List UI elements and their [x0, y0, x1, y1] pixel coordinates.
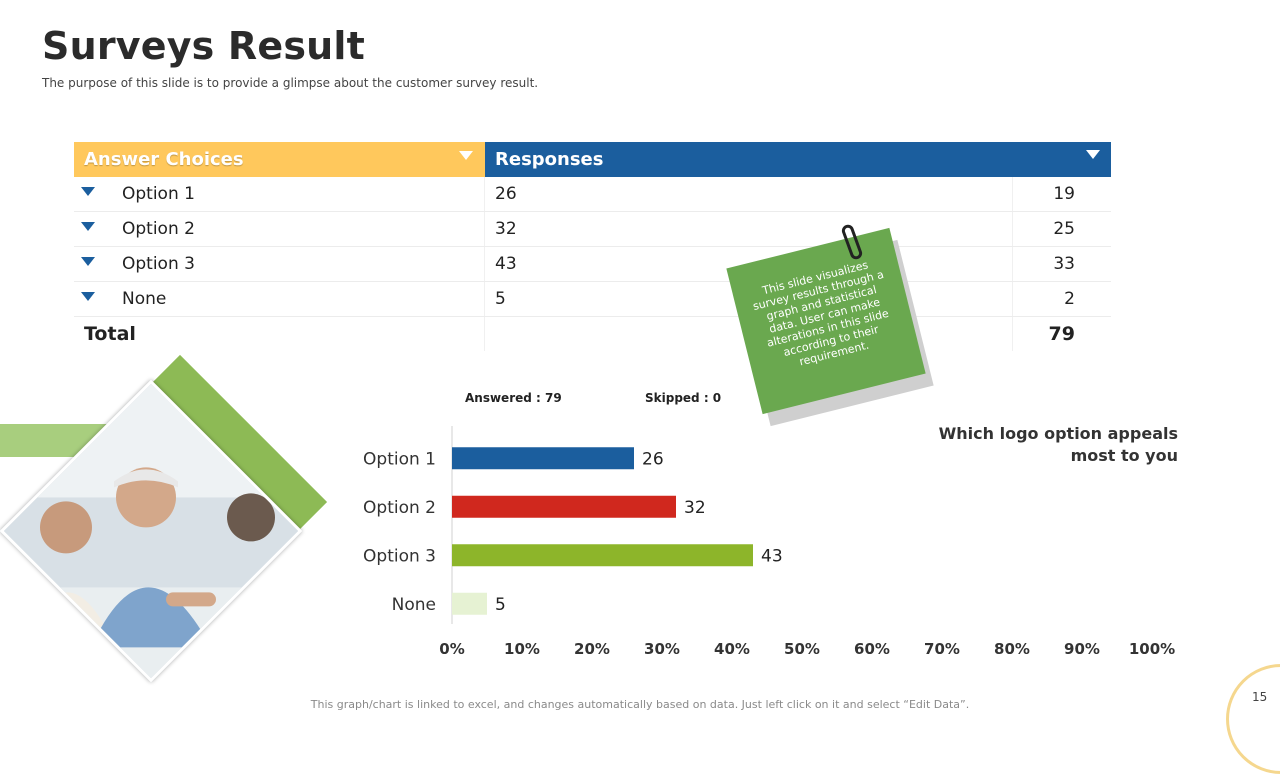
x-tick-label: 90% — [1064, 640, 1100, 658]
triangle-bullet-icon — [81, 257, 95, 266]
data-label: 32 — [684, 498, 706, 518]
decorative-circle — [1226, 664, 1280, 774]
x-tick-label: 10% — [504, 640, 540, 658]
answer-label: Option 1 — [122, 184, 195, 204]
bar — [452, 447, 634, 470]
category-label: Option 2 — [363, 498, 436, 518]
count-cell: 26 — [485, 177, 1013, 211]
answered-count: Answered : 79 — [465, 391, 562, 405]
page-title: Surveys Result — [42, 24, 366, 68]
survey-table: Answer Choices Responses Option 1 26 19 … — [74, 142, 1111, 351]
x-tick-label: 40% — [714, 640, 750, 658]
data-label: 43 — [761, 546, 783, 566]
category-label: Option 1 — [363, 449, 436, 469]
table-row: Option 3 43 33 — [74, 247, 1111, 282]
response-cell: 25 — [1053, 219, 1075, 239]
survey-question: Which logo option appeals most to you — [938, 424, 1178, 465]
data-label: 26 — [642, 449, 664, 469]
bar — [452, 544, 753, 567]
answer-cell: Option 1 — [74, 177, 485, 211]
page-number: 15 — [1252, 690, 1268, 704]
x-tick-label: 50% — [784, 640, 820, 658]
skipped-count: Skipped : 0 — [645, 391, 722, 405]
answer-label: None — [122, 289, 167, 309]
triangle-bullet-icon — [81, 187, 95, 196]
x-tick-label: 30% — [644, 640, 680, 658]
x-tick-label: 80% — [994, 640, 1030, 658]
table-row: Option 2 32 25 — [74, 212, 1111, 247]
x-tick-label: 60% — [854, 640, 890, 658]
table-row: None 5 2 — [74, 282, 1111, 317]
x-tick-label: 70% — [924, 640, 960, 658]
response-cell: 33 — [1053, 254, 1075, 274]
response-cell: 2 — [1064, 289, 1075, 309]
data-label: 5 — [495, 595, 506, 615]
bar — [452, 592, 487, 615]
answer-choices-label: Answer Choices — [84, 149, 244, 170]
x-tick-label: 0% — [439, 640, 464, 658]
table-row: Option 1 26 19 — [74, 177, 1111, 212]
category-label: Option 3 — [363, 546, 436, 566]
answer-label: Option 3 — [122, 254, 195, 274]
table-header: Answer Choices Responses — [74, 142, 1111, 177]
total-row: Total 79 — [74, 317, 1111, 351]
bar — [452, 495, 676, 518]
x-tick-label: 100% — [1129, 640, 1175, 658]
answer-cell: Option 2 — [74, 212, 485, 246]
total-value: 79 — [1048, 323, 1075, 345]
answer-cell: Option 3 — [74, 247, 485, 281]
count-cell: 43 — [485, 247, 1013, 281]
count-cell: 32 — [485, 212, 1013, 246]
filter-dropdown-icon[interactable] — [459, 151, 473, 160]
answer-label: Option 2 — [122, 219, 195, 239]
x-tick-label: 20% — [574, 640, 610, 658]
category-label: None — [392, 595, 436, 615]
filter-dropdown-icon[interactable] — [1086, 150, 1100, 159]
total-label: Total — [74, 317, 485, 351]
total-empty-cell — [485, 317, 1013, 351]
answer-cell: None — [74, 282, 485, 316]
footer-note: This graph/chart is linked to excel, and… — [310, 698, 970, 711]
count-cell: 5 — [485, 282, 1013, 316]
triangle-bullet-icon — [81, 222, 95, 231]
page-subtitle: The purpose of this slide is to provide … — [42, 76, 539, 90]
response-cell: 19 — [1053, 184, 1075, 204]
answer-choices-header[interactable]: Answer Choices — [74, 142, 485, 177]
triangle-bullet-icon — [81, 292, 95, 301]
responses-header[interactable]: Responses — [485, 142, 1111, 177]
responses-label: Responses — [495, 149, 604, 170]
